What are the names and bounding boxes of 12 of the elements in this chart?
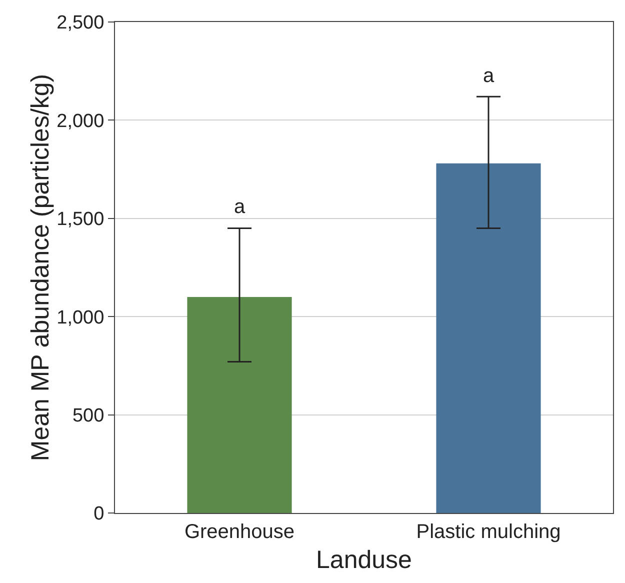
y-tick-label: 500: [72, 405, 104, 426]
y-tick-label: 2,000: [56, 110, 104, 132]
y-tick-label: 1,000: [56, 307, 104, 328]
y-tick-label: 1,500: [56, 209, 104, 230]
y-tick-label: 0: [94, 504, 104, 525]
annotation: a: [234, 196, 246, 218]
annotation: a: [483, 65, 495, 87]
y-tick-label: 2,500: [56, 12, 104, 34]
x-axis-title: Landuse: [316, 546, 412, 574]
y-axis-title: Mean MP abundance (particles/kg): [26, 74, 55, 462]
x-tick-label: Greenhouse: [184, 521, 295, 543]
x-tick-label: Plastic mulching: [416, 521, 561, 543]
